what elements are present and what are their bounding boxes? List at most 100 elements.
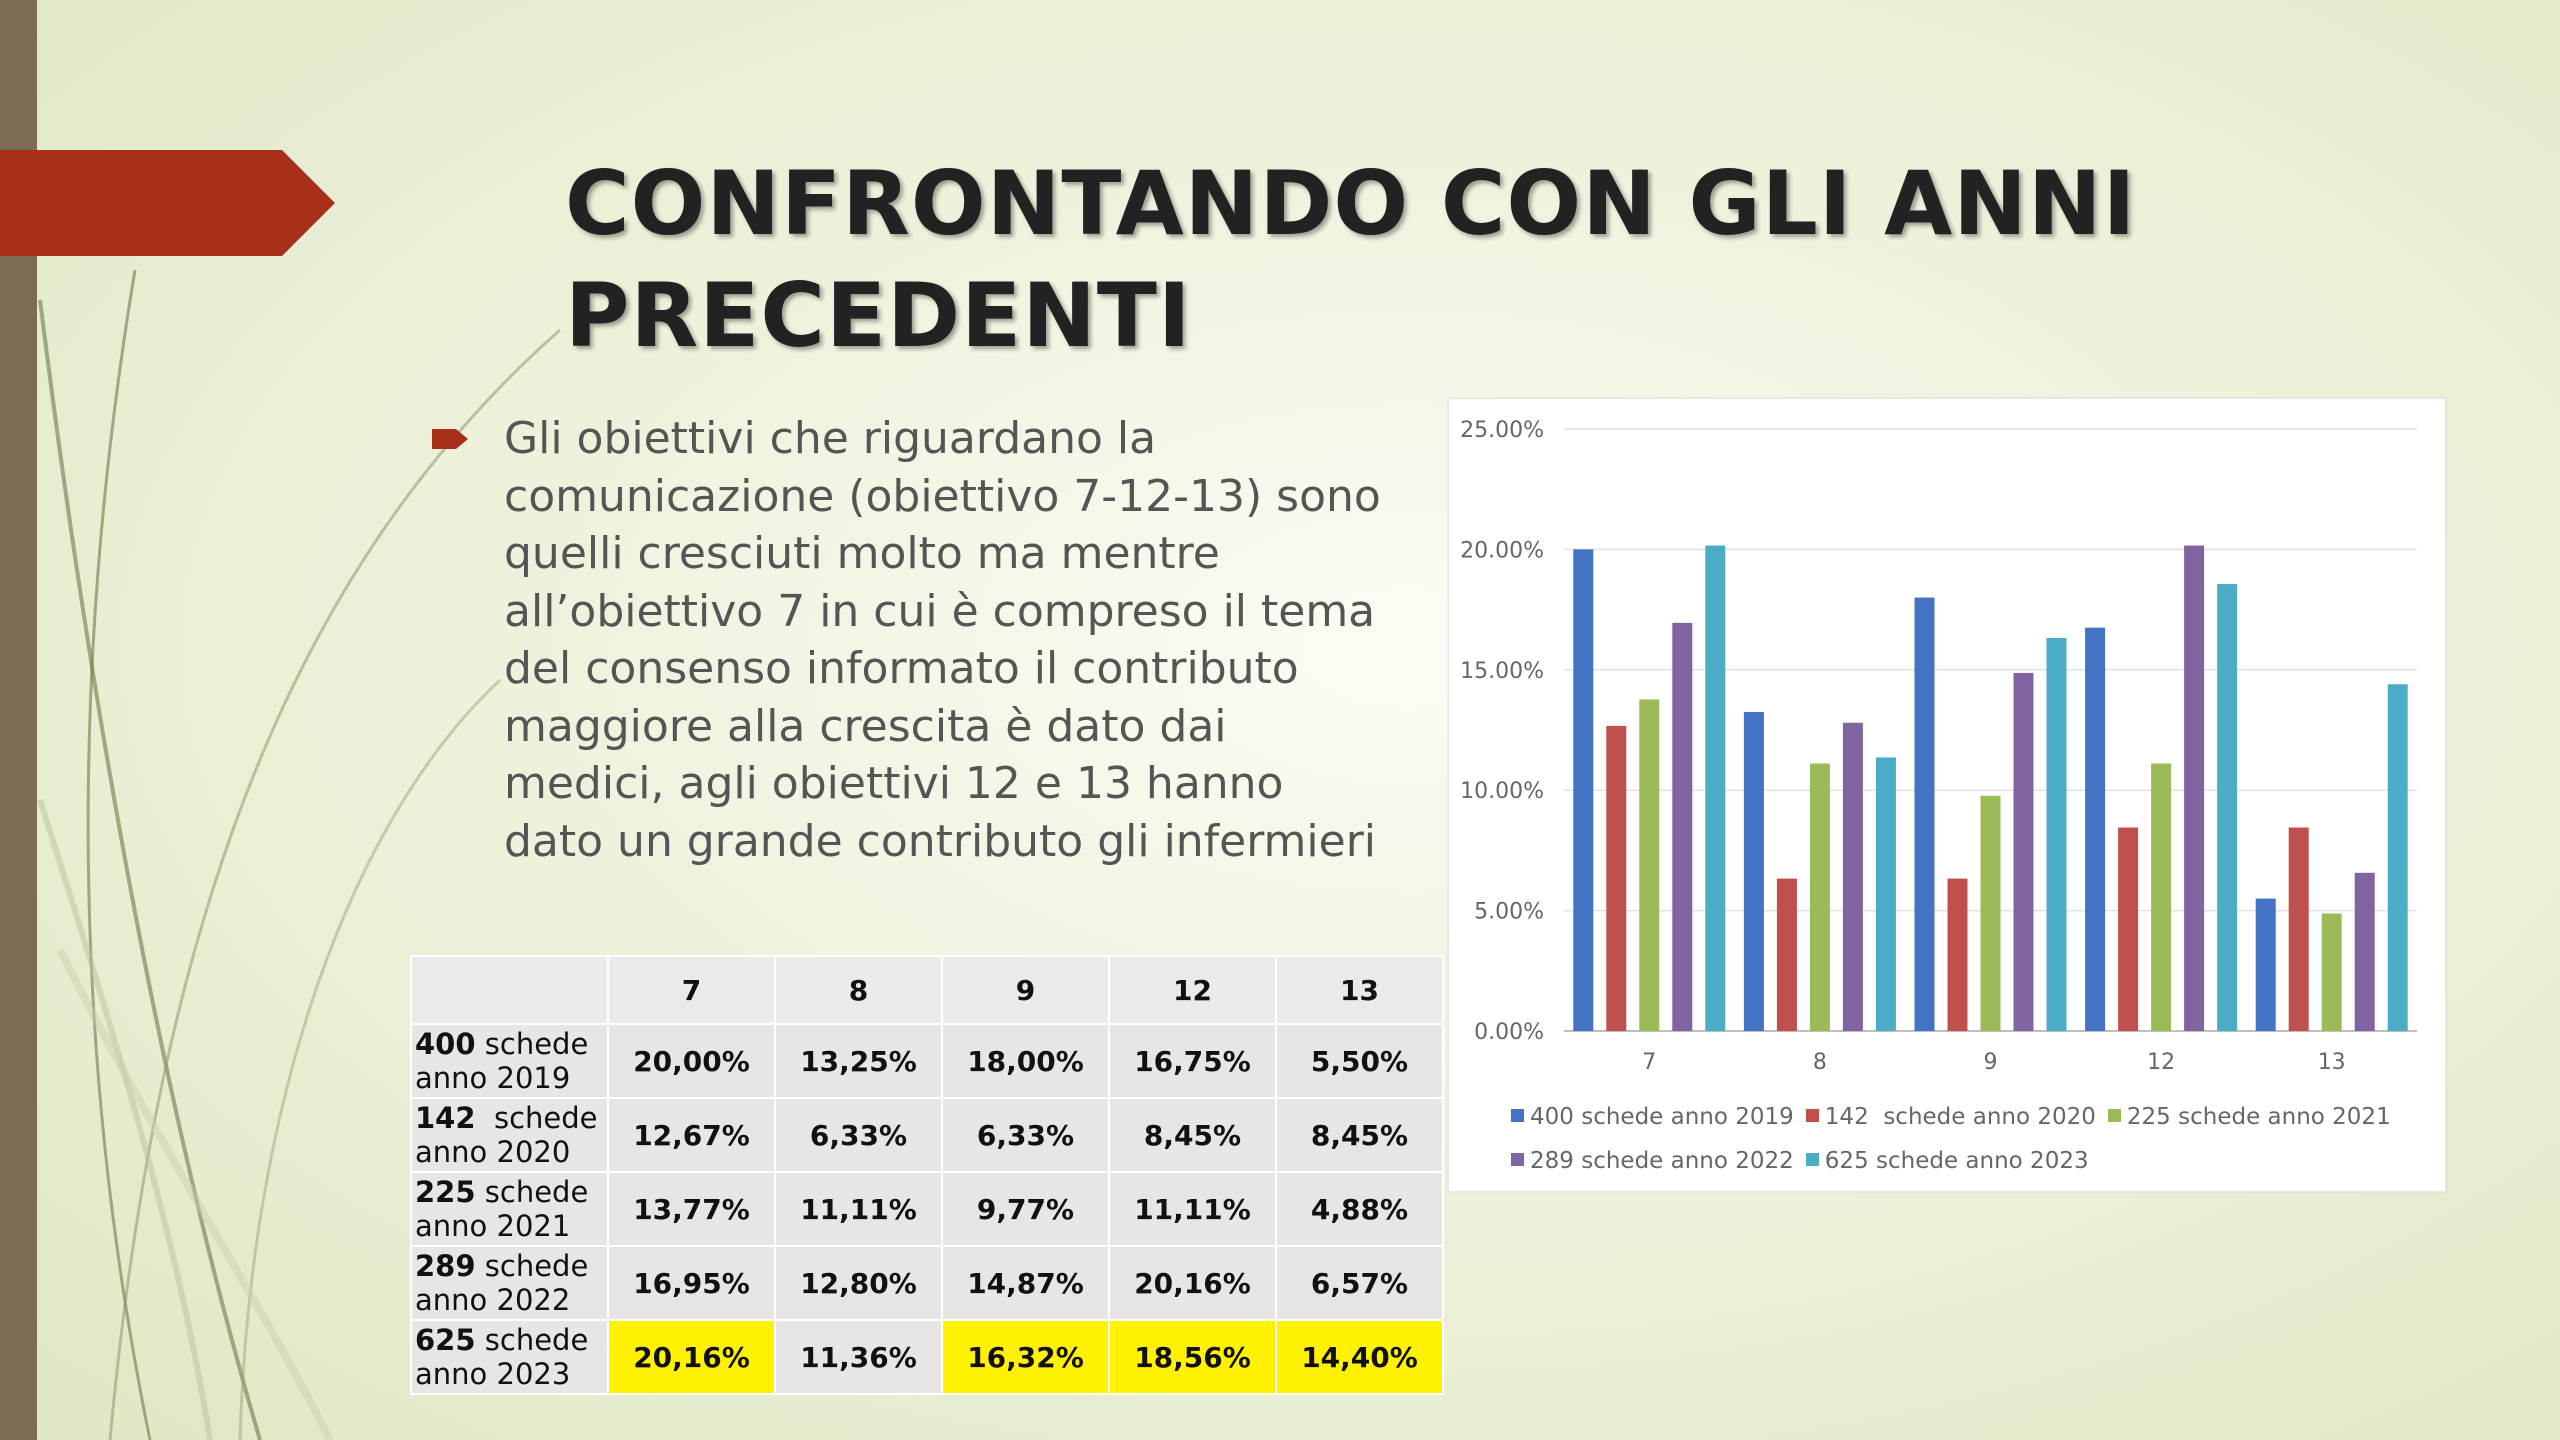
row-count: 289: [415, 1249, 476, 1283]
bar: [2151, 763, 2172, 1031]
bar: [1606, 725, 1627, 1031]
y-tick-label: 25.00%: [1460, 418, 1544, 443]
column-header: 12: [1108, 955, 1277, 1025]
row-label-line2: anno 2019: [415, 1061, 571, 1095]
table-cell: 6,33%: [941, 1097, 1110, 1173]
legend-label: 142 schede anno 2020: [1824, 1104, 2096, 1130]
y-tick-label: 0.00%: [1474, 1020, 1544, 1045]
arrow-shape: [0, 150, 335, 256]
row-label: 142 schede anno 2020: [410, 1097, 609, 1173]
bar: [1776, 878, 1797, 1031]
row-count: 400: [415, 1027, 476, 1061]
arrow-bullet-icon: [432, 429, 468, 449]
bullet-text: Gli obiettivi che riguardano la comunica…: [504, 413, 1381, 867]
row-label-line2: anno 2022: [415, 1283, 571, 1317]
bar: [2354, 872, 2375, 1031]
table-header-row: 7 8 9 12 13: [410, 955, 1444, 1025]
bar: [1842, 722, 1863, 1031]
table-cell: 5,50%: [1275, 1023, 1444, 1099]
table-row: 400 schede anno 2019 20,00% 13,25% 18,00% 16,…: [410, 1023, 1444, 1099]
bar: [2387, 684, 2408, 1031]
legend-item: 400 schede anno 2019: [1511, 1095, 1794, 1139]
bar: [1573, 549, 1594, 1031]
y-tick-label: 10.00%: [1460, 779, 1544, 804]
bar: [1639, 699, 1660, 1031]
bullet-block: Gli obiettivi che riguardano la comunica…: [432, 410, 1392, 870]
row-count: 142: [415, 1101, 476, 1135]
table-cell: 14,87%: [941, 1245, 1110, 1321]
row-label-suffix: schede: [475, 1249, 589, 1283]
bar-chart: 0.00% 5.00% 10.00% 15.00% 20.00% 25.00% 7 8 9 12 1…: [1448, 398, 2446, 1192]
legend-swatch: [1511, 1109, 1524, 1122]
table-cell: 20,16%: [1108, 1245, 1277, 1321]
bar: [1743, 711, 1764, 1031]
row-label: 625 schede anno 2023: [410, 1319, 609, 1395]
x-tick-label: 7: [1642, 1050, 1656, 1075]
table-cell: 11,36%: [774, 1319, 943, 1395]
table-cell: 14,40%: [1275, 1319, 1444, 1395]
table-cell: 8,45%: [1275, 1097, 1444, 1173]
table-cell: 12,67%: [607, 1097, 776, 1173]
table-cell: 13,25%: [774, 1023, 943, 1099]
y-tick-label: 5.00%: [1474, 900, 1544, 925]
row-label-suffix: schede: [475, 1027, 589, 1061]
row-label: 289 schede anno 2022: [410, 1245, 609, 1321]
legend-swatch: [2107, 1109, 2121, 1122]
legend-item: 289 schede anno 2022: [1511, 1139, 1794, 1183]
column-header: 13: [1275, 955, 1444, 1025]
table-row: 625 schede anno 2023 20,16% 11,36% 16,32% 18,…: [410, 1319, 1444, 1395]
row-label-line2: anno 2021: [415, 1209, 571, 1243]
bar: [2118, 827, 2139, 1031]
column-header: 7: [607, 955, 776, 1025]
table-cell: 8,45%: [1108, 1097, 1277, 1173]
legend-item: 625 schede anno 2023: [1805, 1139, 2089, 1183]
table-cell: 11,11%: [1108, 1171, 1277, 1247]
bar: [2085, 627, 2106, 1031]
table-corner-cell: [410, 955, 609, 1025]
bar: [1980, 795, 2001, 1031]
table-cell: 16,32%: [941, 1319, 1110, 1395]
x-tick-label: 9: [1984, 1050, 1998, 1075]
table-body: 400 schede anno 2019 20,00% 13,25% 18,00% 16,…: [410, 1023, 1444, 1395]
bar: [2046, 638, 2067, 1031]
data-table: 7 8 9 12 13 400 schede anno 2019 20,00% 13,…: [410, 955, 1444, 1395]
legend-swatch: [1805, 1109, 1819, 1122]
row-label-suffix: schede: [475, 1101, 598, 1135]
table-row: 142 schede anno 2020 12,67% 6,33% 6,33% 8,45%…: [410, 1097, 1444, 1173]
bar: [2217, 584, 2238, 1031]
bar: [1875, 757, 1896, 1031]
bar: [1914, 597, 1935, 1031]
table-cell: 11,11%: [774, 1171, 943, 1247]
table-cell: 20,00%: [607, 1023, 776, 1099]
title-arrow-tab: [0, 150, 335, 256]
row-label-suffix: schede: [475, 1323, 589, 1357]
bar: [1705, 545, 1726, 1031]
table-cell: 6,33%: [774, 1097, 943, 1173]
legend-label: 625 schede anno 2023: [1824, 1148, 2089, 1174]
row-label: 400 schede anno 2019: [410, 1023, 609, 1099]
table-cell: 20,16%: [607, 1319, 776, 1395]
slide-title: CONFRONTANDO CON GLI ANNI PRECEDENTI: [565, 152, 2137, 367]
legend-item: 142 schede anno 2020: [1805, 1095, 2096, 1139]
row-count: 225: [415, 1175, 476, 1209]
table-cell: 9,77%: [941, 1171, 1110, 1247]
bar: [1809, 763, 1830, 1031]
table-cell: 16,75%: [1108, 1023, 1277, 1099]
legend-label: 225 schede anno 2021: [2126, 1104, 2391, 1130]
row-label-suffix: schede: [475, 1175, 589, 1209]
bar: [2321, 913, 2342, 1031]
table-cell: 16,95%: [607, 1245, 776, 1321]
bar: [2013, 672, 2034, 1031]
bar: [1947, 878, 1968, 1031]
table-cell: 12,80%: [774, 1245, 943, 1321]
x-tick-label: 13: [2318, 1050, 2346, 1075]
chart-legend: 400 schede anno 2019 142 schede anno 2020…: [1511, 1095, 2411, 1183]
y-tick-label: 20.00%: [1460, 538, 1544, 563]
row-label: 225 schede anno 2021: [410, 1171, 609, 1247]
legend-label: 289 schede anno 2022: [1530, 1148, 1794, 1174]
y-tick-label: 15.00%: [1460, 659, 1544, 684]
table-cell: 6,57%: [1275, 1245, 1444, 1321]
bar: [2255, 898, 2276, 1031]
legend-swatch: [1805, 1153, 1819, 1166]
bar: [2184, 545, 2205, 1031]
